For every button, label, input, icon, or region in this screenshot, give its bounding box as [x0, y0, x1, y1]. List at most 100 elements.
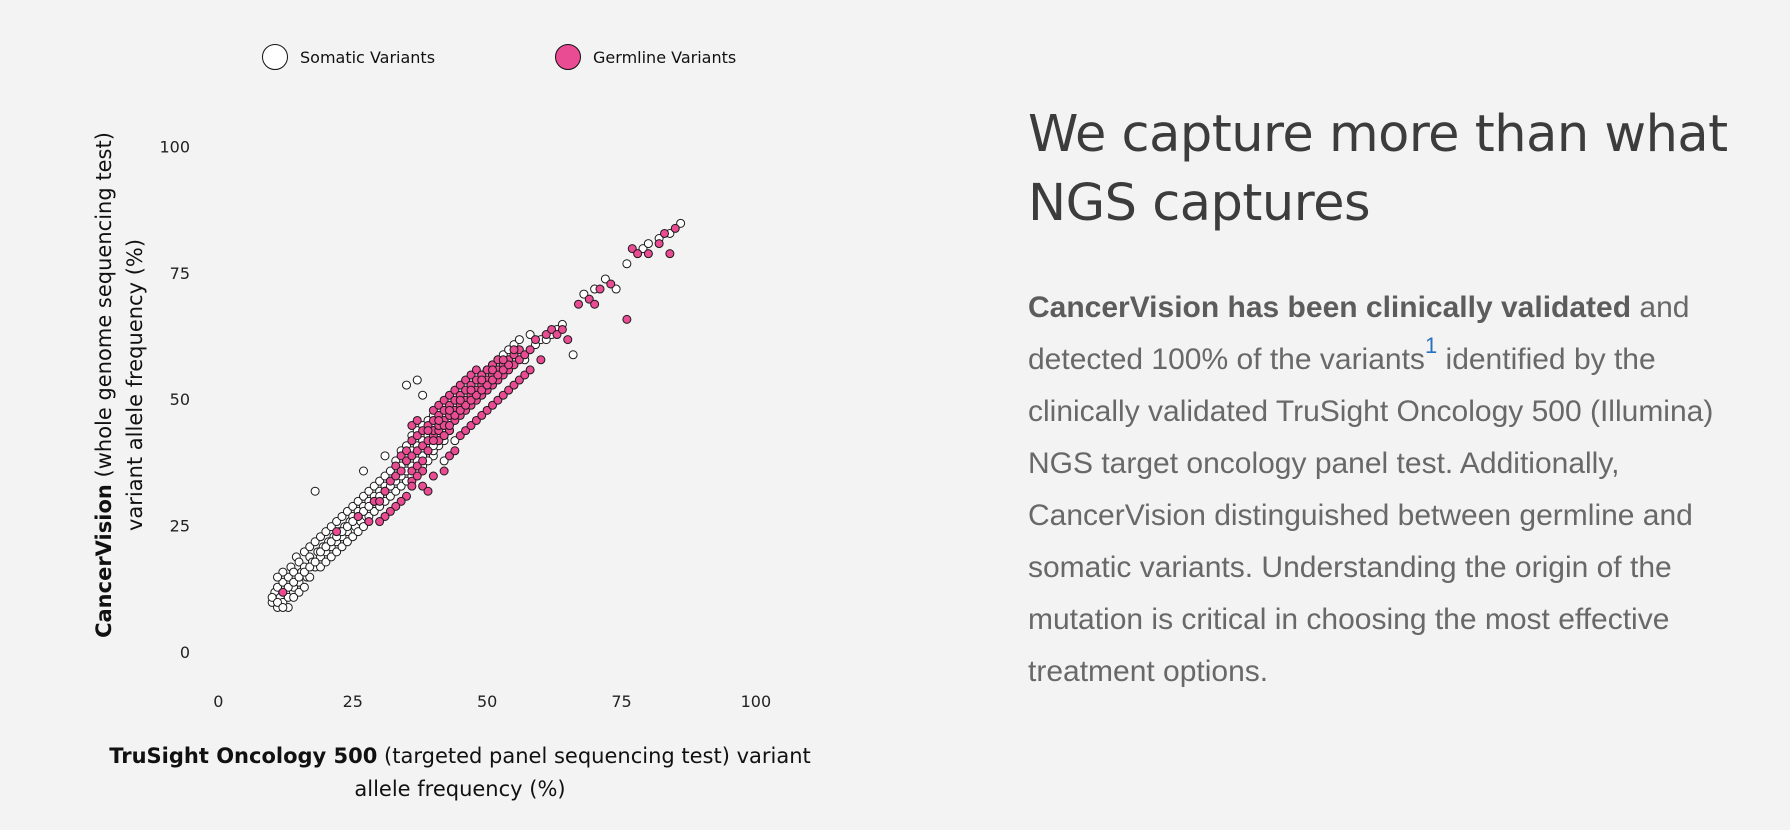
germline-point [520, 350, 530, 360]
x-tick-label: 25 [343, 692, 363, 711]
somatic-point [289, 577, 299, 587]
somatic-point [364, 486, 374, 496]
germline-point [418, 456, 428, 466]
somatic-point [316, 547, 325, 557]
description-part-1: and detected 100% of the variants [1028, 291, 1690, 376]
x-tick-label: 50 [477, 692, 497, 711]
germline-point [466, 421, 476, 431]
somatic-point [305, 562, 315, 572]
germline-point [536, 355, 546, 365]
somatic-point [294, 587, 304, 597]
germline-point [471, 365, 481, 375]
germline-point [525, 365, 535, 375]
germline-point [407, 466, 417, 476]
germline-point [482, 405, 492, 415]
germline-point [493, 395, 503, 405]
legend-item-germline: Germline Variants [555, 44, 736, 70]
legend-label-somatic: Somatic Variants [300, 47, 436, 67]
description-bold-lead: CancerVision has been clinically validat… [1028, 291, 1632, 324]
chart-panel: Somatic Variants Germline Variants 0 25 50… [0, 0, 860, 830]
somatic-point [321, 542, 331, 552]
germline-point [428, 471, 438, 481]
germline-point [633, 249, 643, 259]
germline-point [402, 446, 411, 456]
germline-point [418, 466, 428, 476]
somatic-point [299, 582, 309, 592]
germline-point [552, 330, 562, 340]
germline-point [574, 299, 583, 309]
somatic-point [289, 592, 299, 602]
y-tick-label: 25 [170, 517, 190, 536]
legend-item-somatic: Somatic Variants [262, 44, 435, 70]
germline-point [412, 431, 422, 441]
germline-point [407, 451, 417, 461]
somatic-point [273, 597, 282, 607]
somatic-point [514, 335, 524, 345]
somatic-point [273, 582, 282, 592]
germline-point [439, 395, 449, 405]
somatic-point [278, 567, 288, 577]
germline-point [488, 365, 497, 375]
germline-point [660, 228, 669, 238]
somatic-point [321, 557, 331, 567]
somatic-point [359, 522, 368, 532]
footnote-link[interactable]: 1 [1424, 333, 1438, 358]
germline-point [488, 400, 497, 410]
germline-point [396, 496, 406, 506]
somatic-point [310, 486, 320, 496]
germline-point [477, 385, 487, 395]
somatic-point [348, 501, 358, 511]
somatic-point [364, 501, 374, 511]
somatic-point [278, 602, 288, 612]
x-axis-title: TruSight Oncology 500 (targeted panel se… [100, 740, 820, 806]
germline-point [471, 390, 481, 400]
germline-point [391, 461, 401, 471]
germline-point [455, 431, 465, 441]
germline-point [509, 345, 519, 355]
somatic-point [316, 562, 325, 572]
somatic-point [412, 375, 422, 385]
y-tick-label: 100 [159, 138, 190, 157]
germline-point [412, 461, 422, 471]
germline-point [509, 380, 519, 390]
germline-point [525, 345, 535, 355]
germline-point [563, 335, 573, 345]
germline-point [412, 415, 422, 425]
somatic-point [450, 436, 460, 446]
germline-point [439, 431, 449, 441]
germline-point [396, 466, 406, 476]
somatic-point [579, 289, 589, 299]
somatic-point [310, 537, 320, 547]
somatic-point [332, 547, 342, 557]
somatic-point [391, 486, 401, 496]
germline-point [412, 471, 422, 481]
legend-label-germline: Germline Variants [593, 47, 737, 67]
somatic-point [332, 517, 342, 527]
germline-point [412, 446, 422, 456]
germline-point [407, 421, 417, 431]
somatic-point [326, 537, 336, 547]
germline-point [353, 511, 363, 521]
germline-point [541, 330, 551, 340]
somatic-point [321, 527, 331, 537]
somatic-point [396, 481, 406, 491]
somatic-point [359, 491, 368, 501]
somatic-point [337, 511, 347, 521]
germline-point [606, 279, 616, 289]
germline-point [584, 294, 594, 304]
germline-point [439, 466, 449, 476]
germline-point [391, 501, 401, 511]
germline-point [477, 375, 487, 385]
grid-lines [211, 97, 815, 658]
germline-point [434, 400, 444, 410]
somatic-point [439, 456, 449, 466]
germline-point [654, 239, 664, 249]
tick-labels: 0 25 50 75 100 0 25 50 75 100 [159, 138, 771, 711]
germline-point [380, 511, 390, 521]
germline-point [418, 441, 428, 451]
germline-point [385, 476, 395, 486]
x-axis-title-bold: TruSight Oncology 500 [109, 744, 378, 768]
germline-point [423, 446, 433, 456]
germline-point [482, 380, 492, 390]
germline-point [595, 284, 605, 294]
